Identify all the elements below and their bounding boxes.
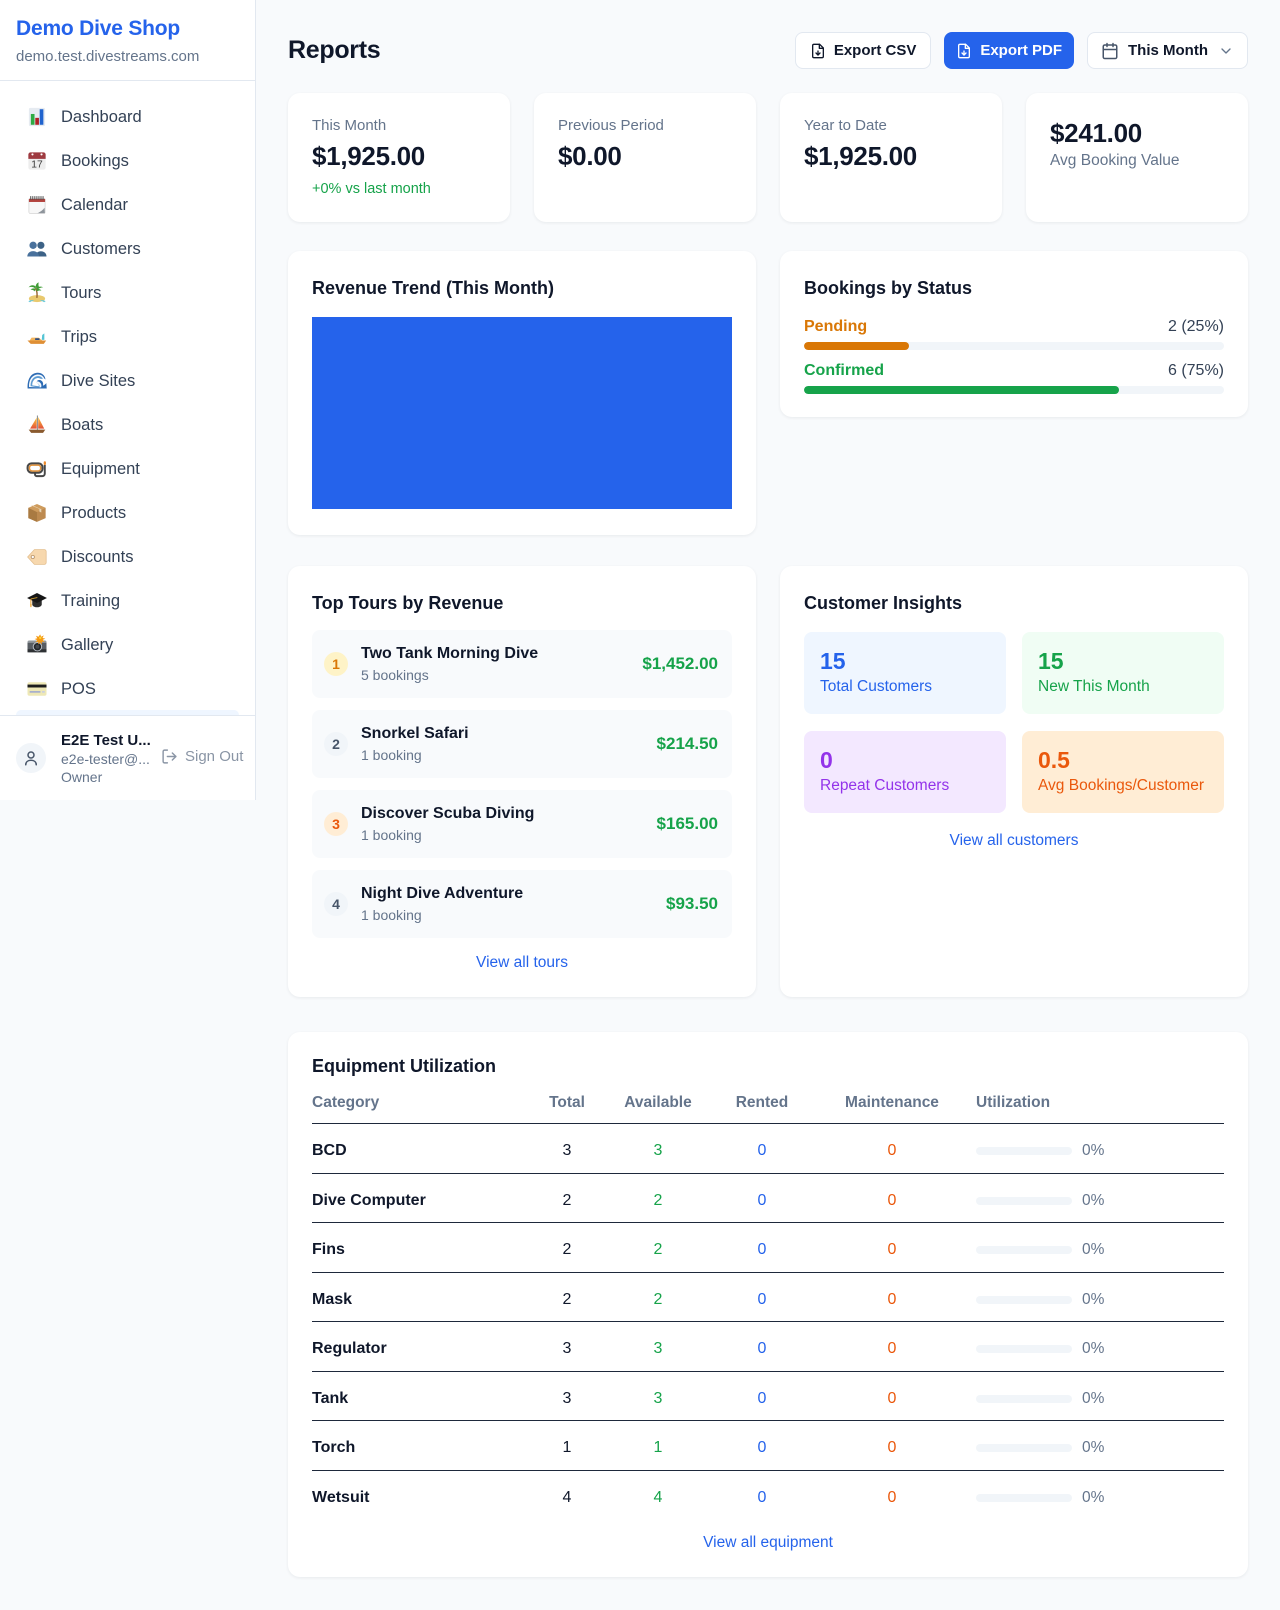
svg-text:17: 17 (31, 159, 43, 170)
